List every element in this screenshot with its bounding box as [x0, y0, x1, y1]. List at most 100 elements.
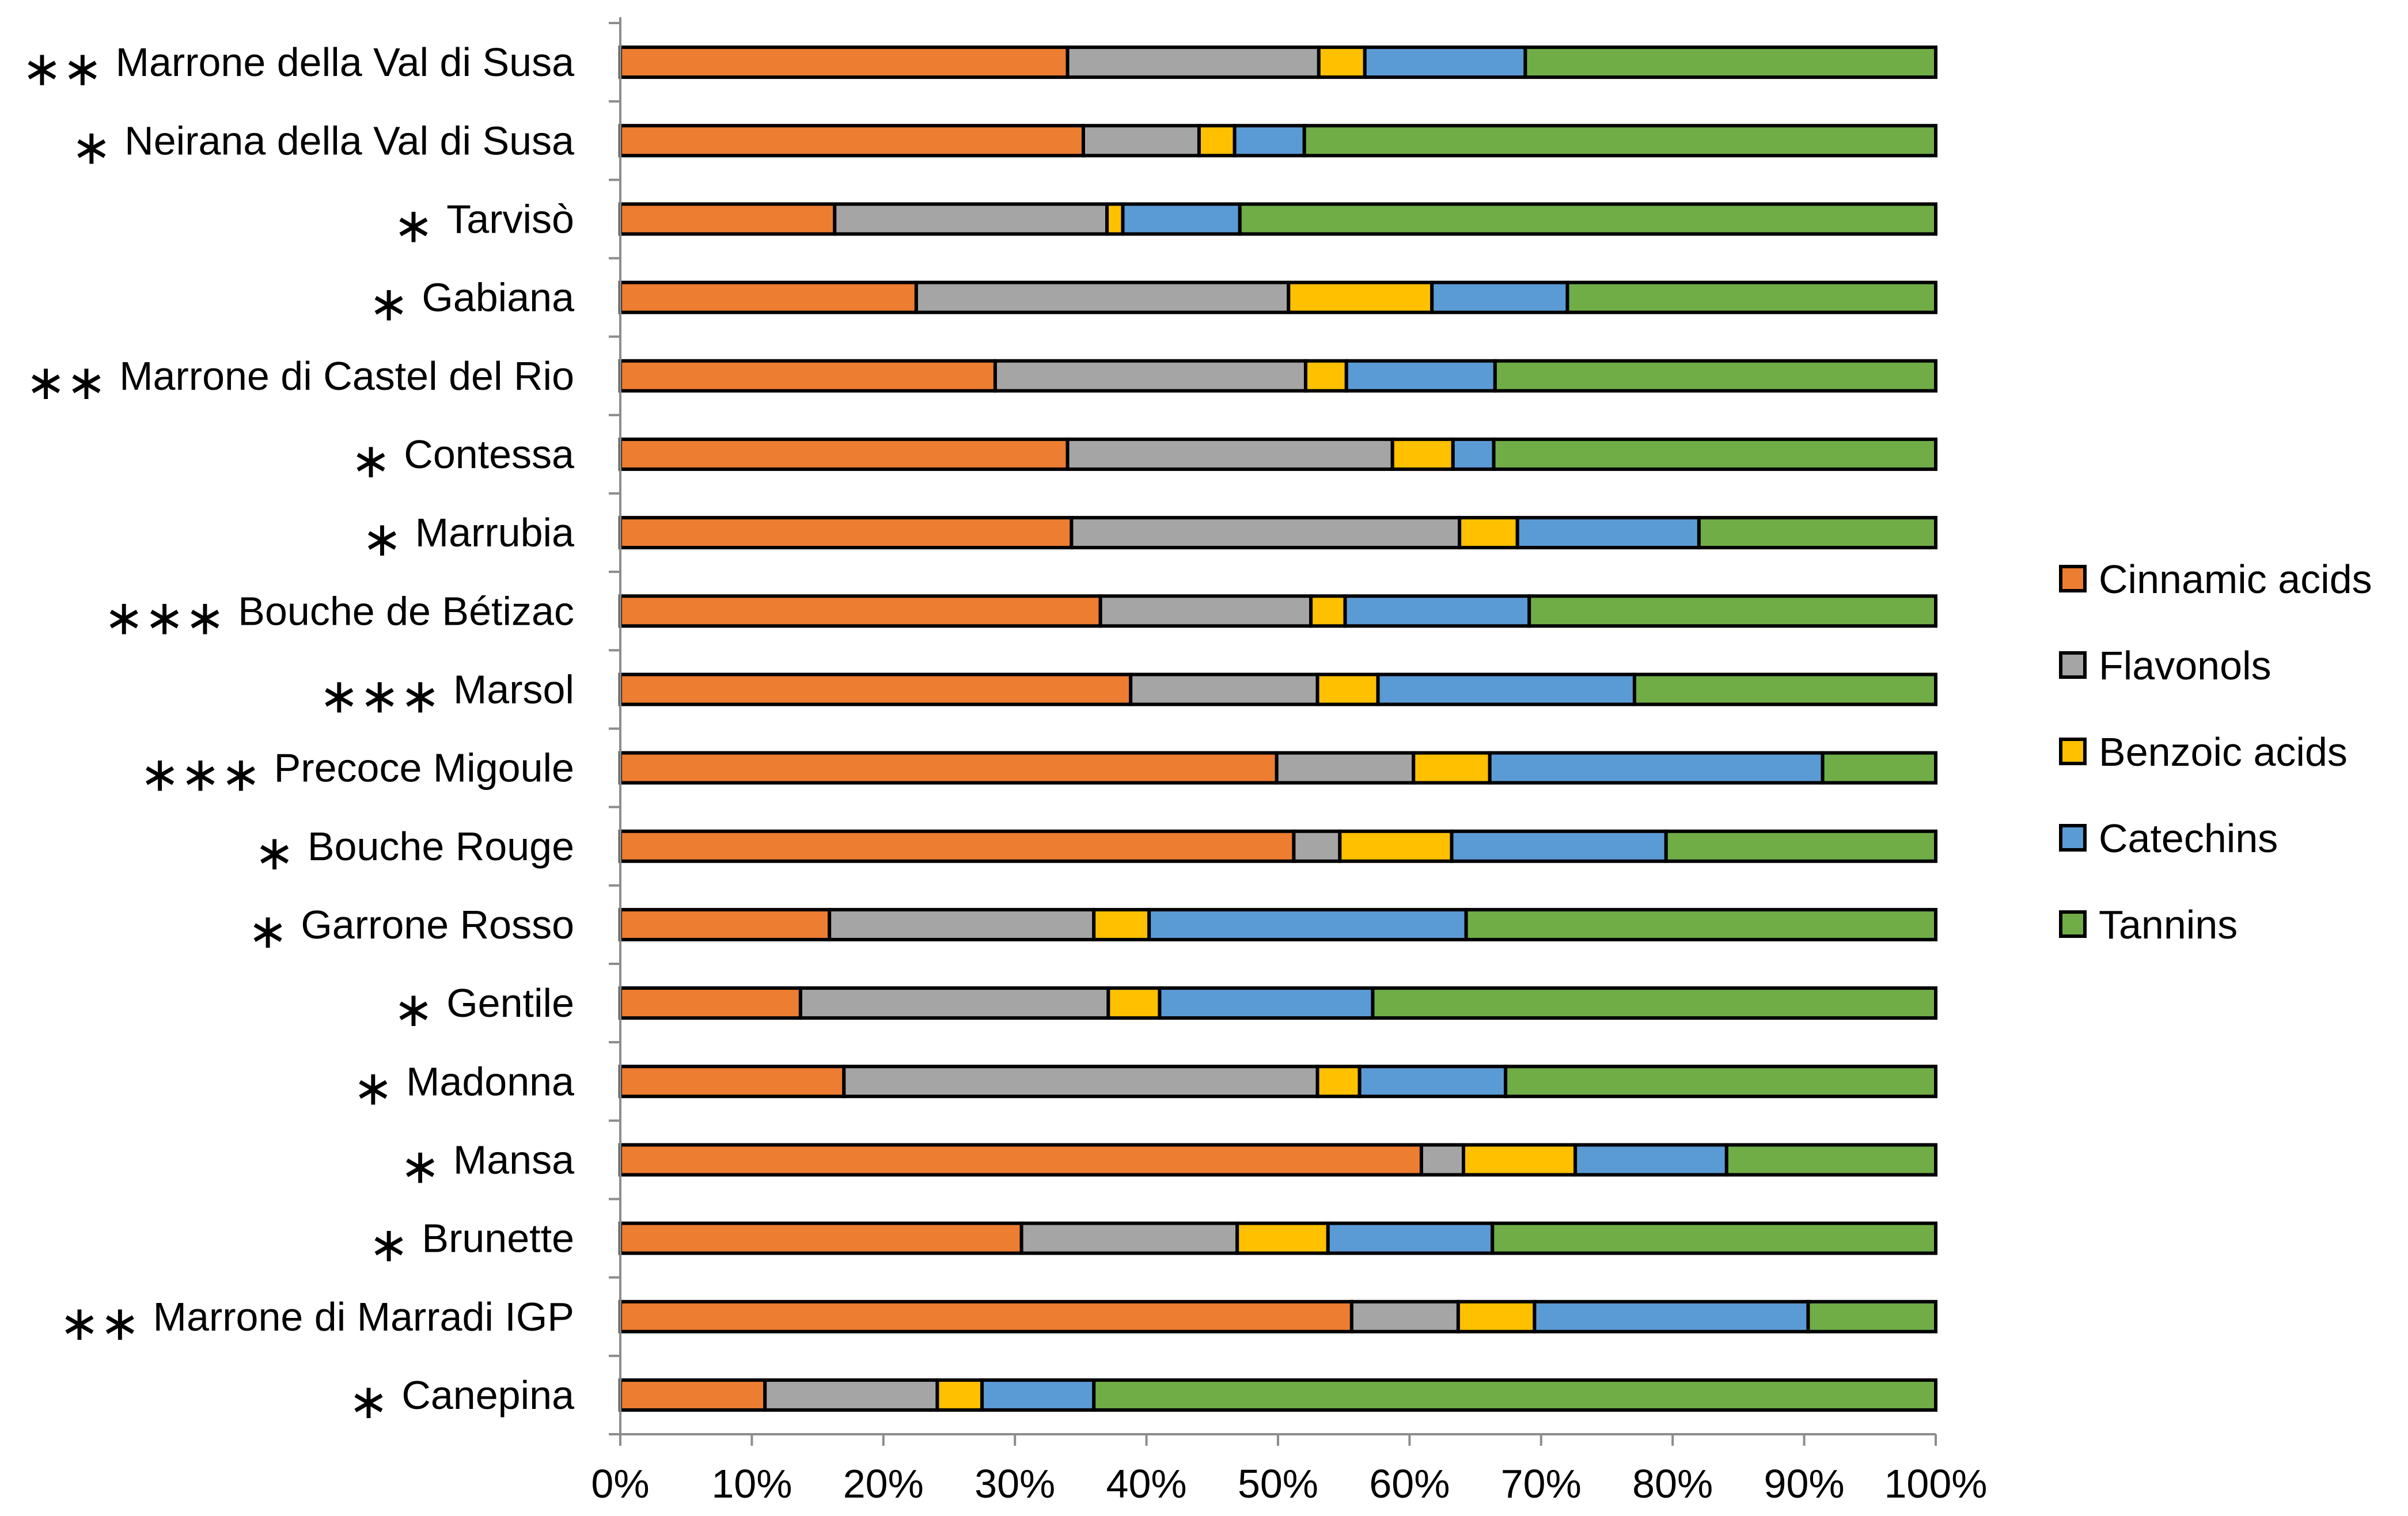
bar-segment-flavonols	[1098, 594, 1313, 628]
bar-segment-flavonols	[1065, 45, 1321, 79]
bar-segment-flavonols	[833, 202, 1109, 236]
bar-segment-benzoic-acids	[1197, 124, 1237, 158]
bar-segment-cinnamic-acids	[619, 1065, 846, 1099]
significance-marker: ∗∗∗	[104, 590, 225, 644]
bar-segment-flavonols	[993, 359, 1307, 393]
bar-segment-benzoic-acids	[1317, 45, 1367, 79]
bar-row-madonna	[619, 1065, 1937, 1099]
bar-row-marrubia	[619, 516, 1937, 550]
x-tick-label: 80%	[1632, 1461, 1713, 1506]
significance-marker: ∗	[393, 982, 434, 1036]
bar-row-brunette	[619, 1221, 1938, 1255]
bar-segment-tannins	[1491, 1221, 1938, 1255]
legend-label: Catechins	[2099, 816, 2278, 861]
significance-marker: ∗	[362, 512, 402, 566]
significance-marker: ∗	[351, 434, 391, 488]
bar-segment-catechins	[1573, 1143, 1728, 1177]
bar-segment-flavonols	[1070, 516, 1462, 550]
bar-row-gabiana	[619, 280, 1937, 314]
legend-label: Cinnamic acids	[2099, 557, 2372, 602]
significance-marker: ∗	[353, 1061, 393, 1115]
significance-marker: ∗∗	[59, 1296, 141, 1350]
bar-segment-flavonols	[1349, 1300, 1460, 1333]
category-label: Contessa	[404, 432, 574, 477]
bar-segment-catechins	[1158, 986, 1375, 1020]
bar-row-tarviso	[619, 202, 1937, 236]
category-label: Bouche de Bétizac	[238, 588, 574, 633]
bar-row-bouche-rouge	[619, 829, 1938, 863]
x-tick-label: 100%	[1884, 1461, 1987, 1506]
bar-segment-catechins	[980, 1378, 1096, 1412]
bar-segment-tannins	[1724, 1143, 1938, 1177]
legend-item-tannins: Tannins	[2059, 902, 2238, 947]
bar-segment-catechins	[1147, 907, 1468, 941]
bar-segment-cinnamic-acids	[619, 45, 1070, 79]
bar-segment-cinnamic-acids	[619, 359, 997, 393]
legend-item-cinnamic-acids: Cinnamic acids	[2059, 557, 2372, 602]
bar-segment-tannins	[1523, 45, 1937, 79]
legend-swatch	[2059, 651, 2087, 679]
bar-row-marsol	[619, 672, 1937, 706]
significance-marker: ∗	[369, 277, 409, 331]
bar-segment-catechins	[1343, 594, 1531, 628]
bar-segment-cinnamic-acids	[619, 986, 802, 1020]
bar-row-bouche-de-betizac	[619, 594, 1937, 628]
bar-segment-benzoic-acids	[1303, 359, 1348, 393]
bar-row-marrone-della-val-di-susa	[619, 45, 1937, 79]
bar-segment-cinnamic-acids	[619, 1221, 1023, 1255]
bar-segment-flavonols	[1019, 1221, 1239, 1255]
bar-segment-tannins	[1527, 594, 1937, 628]
category-label: Marrubia	[415, 510, 574, 555]
bar-segment-catechins	[1451, 437, 1496, 471]
bar-segment-benzoic-acids	[1338, 829, 1454, 863]
significance-marker: ∗	[248, 904, 288, 958]
category-label: Marsol	[453, 667, 574, 712]
bar-segment-cinnamic-acids	[619, 907, 832, 941]
category-label: Gentile	[446, 981, 574, 1025]
category-labels: Marrone della Val di Susa∗∗Neirana della…	[22, 40, 574, 1428]
bar-segment-benzoic-acids	[1315, 672, 1380, 706]
x-tick-label: 20%	[843, 1461, 924, 1506]
bar-segment-flavonols	[763, 1378, 939, 1412]
x-tick-label: 90%	[1764, 1461, 1845, 1506]
bar-row-mansa	[619, 1143, 1938, 1177]
bar-segment-benzoic-acids	[1235, 1221, 1330, 1255]
bar-segment-flavonols	[798, 986, 1110, 1020]
bar-segment-catechins	[1233, 124, 1306, 158]
bar-segment-catechins	[1533, 1300, 1810, 1333]
category-label: Tarvisò	[446, 196, 574, 241]
category-label: Canepina	[401, 1373, 574, 1418]
bar-segment-cinnamic-acids	[619, 202, 837, 236]
bar-segment-benzoic-acids	[1456, 1300, 1537, 1333]
category-label: Bouche Rouge	[308, 824, 574, 869]
category-label: Marrone di Marradi IGP	[153, 1294, 574, 1339]
bar-segment-tannins	[1806, 1300, 1937, 1333]
bar-row-precoce-migoule	[619, 751, 1938, 785]
bar-segment-flavonols	[1419, 1143, 1466, 1177]
significance-marker: ∗∗∗	[139, 747, 261, 801]
bar-row-canepina	[619, 1378, 1937, 1412]
bar-segment-tannins	[1697, 516, 1937, 550]
significance-marker: ∗∗	[22, 41, 103, 96]
bar-segment-flavonols	[842, 1065, 1319, 1099]
bar-segment-flavonols	[1065, 437, 1394, 471]
plot-area	[619, 45, 1938, 1412]
bar-row-contessa	[619, 437, 1938, 471]
bar-segment-catechins	[1344, 359, 1497, 393]
bar-row-marrone-di-castel-del-rio	[619, 359, 1938, 393]
bar-segment-catechins	[1357, 1065, 1508, 1099]
bar-segment-benzoic-acids	[1390, 437, 1455, 471]
x-tick-label: 10%	[711, 1461, 792, 1506]
bar-segment-benzoic-acids	[1092, 907, 1151, 941]
bar-segment-tannins	[1464, 907, 1938, 941]
category-label: Garrone Rosso	[301, 902, 574, 947]
significance-marker: ∗	[393, 198, 434, 252]
category-label: Mansa	[453, 1137, 574, 1182]
bar-segment-benzoic-acids	[1309, 594, 1347, 628]
bar-row-gentile	[619, 986, 1937, 1020]
category-label: Marrone di Castel del Rio	[119, 354, 574, 398]
legend: Cinnamic acids Flavonols Benzoic acids Cate…	[2059, 557, 2372, 947]
category-label: Marrone della Val di Susa	[116, 40, 574, 85]
bar-segment-catechins	[1450, 829, 1668, 863]
legend-swatch	[2059, 910, 2087, 938]
